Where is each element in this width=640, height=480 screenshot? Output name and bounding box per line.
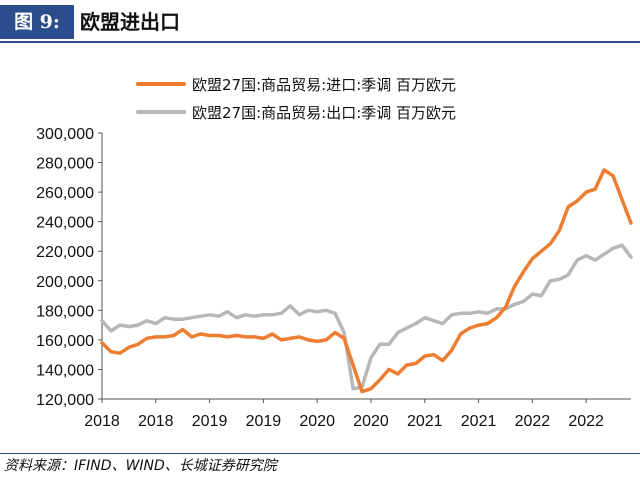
y-tick-label: 180,000 [36,303,94,320]
x-tick-label: 2018 [138,413,174,430]
series-line-import [100,168,633,394]
figure-title: 欧盟进出口 [80,10,180,34]
footer-divider [0,453,640,454]
x-tick-label: 2018 [84,413,120,430]
x-tick-label: 2022 [568,413,604,430]
y-tick-label: 160,000 [36,333,94,350]
y-tick-label: 260,000 [36,185,94,202]
x-tick-label: 2020 [353,413,389,430]
x-tick-label: 2019 [192,413,228,430]
y-tick-label: 140,000 [36,362,94,379]
plot-area [100,168,633,394]
x-tick-label: 2020 [299,413,335,430]
x-axis: 2018 2018 2019 2019 2020 2020 2021 2021 2022 2022 [84,398,631,430]
y-tick-label: 300,000 [36,126,94,143]
y-tick-label: 200,000 [36,274,94,291]
x-tick-label: 2021 [461,413,497,430]
y-axis: 120,000 140,000 160,000 180,000 200,000 220,0… [36,126,103,409]
series-line-export [100,243,633,391]
figure-header: 图 9: 欧盟进出口 [0,0,640,44]
figure-number-tag: 图 9: [0,5,74,39]
legend-label: 欧盟27国:商品贸易:出口:季调 百万欧元 [192,104,456,122]
x-tick-label: 2022 [515,413,551,430]
y-tick-label: 280,000 [36,156,94,173]
source-note: 资料来源：IFIND、WIND、长城证券研究院 [4,458,277,474]
header-divider [0,41,640,43]
x-tick-label: 2019 [246,413,282,430]
x-tick-label: 2021 [407,413,443,430]
y-tick-label: 120,000 [36,392,94,409]
y-tick-label: 240,000 [36,215,94,232]
legend-label: 欧盟27国:商品贸易:进口:季调 百万欧元 [192,76,456,94]
y-tick-label: 220,000 [36,244,94,261]
